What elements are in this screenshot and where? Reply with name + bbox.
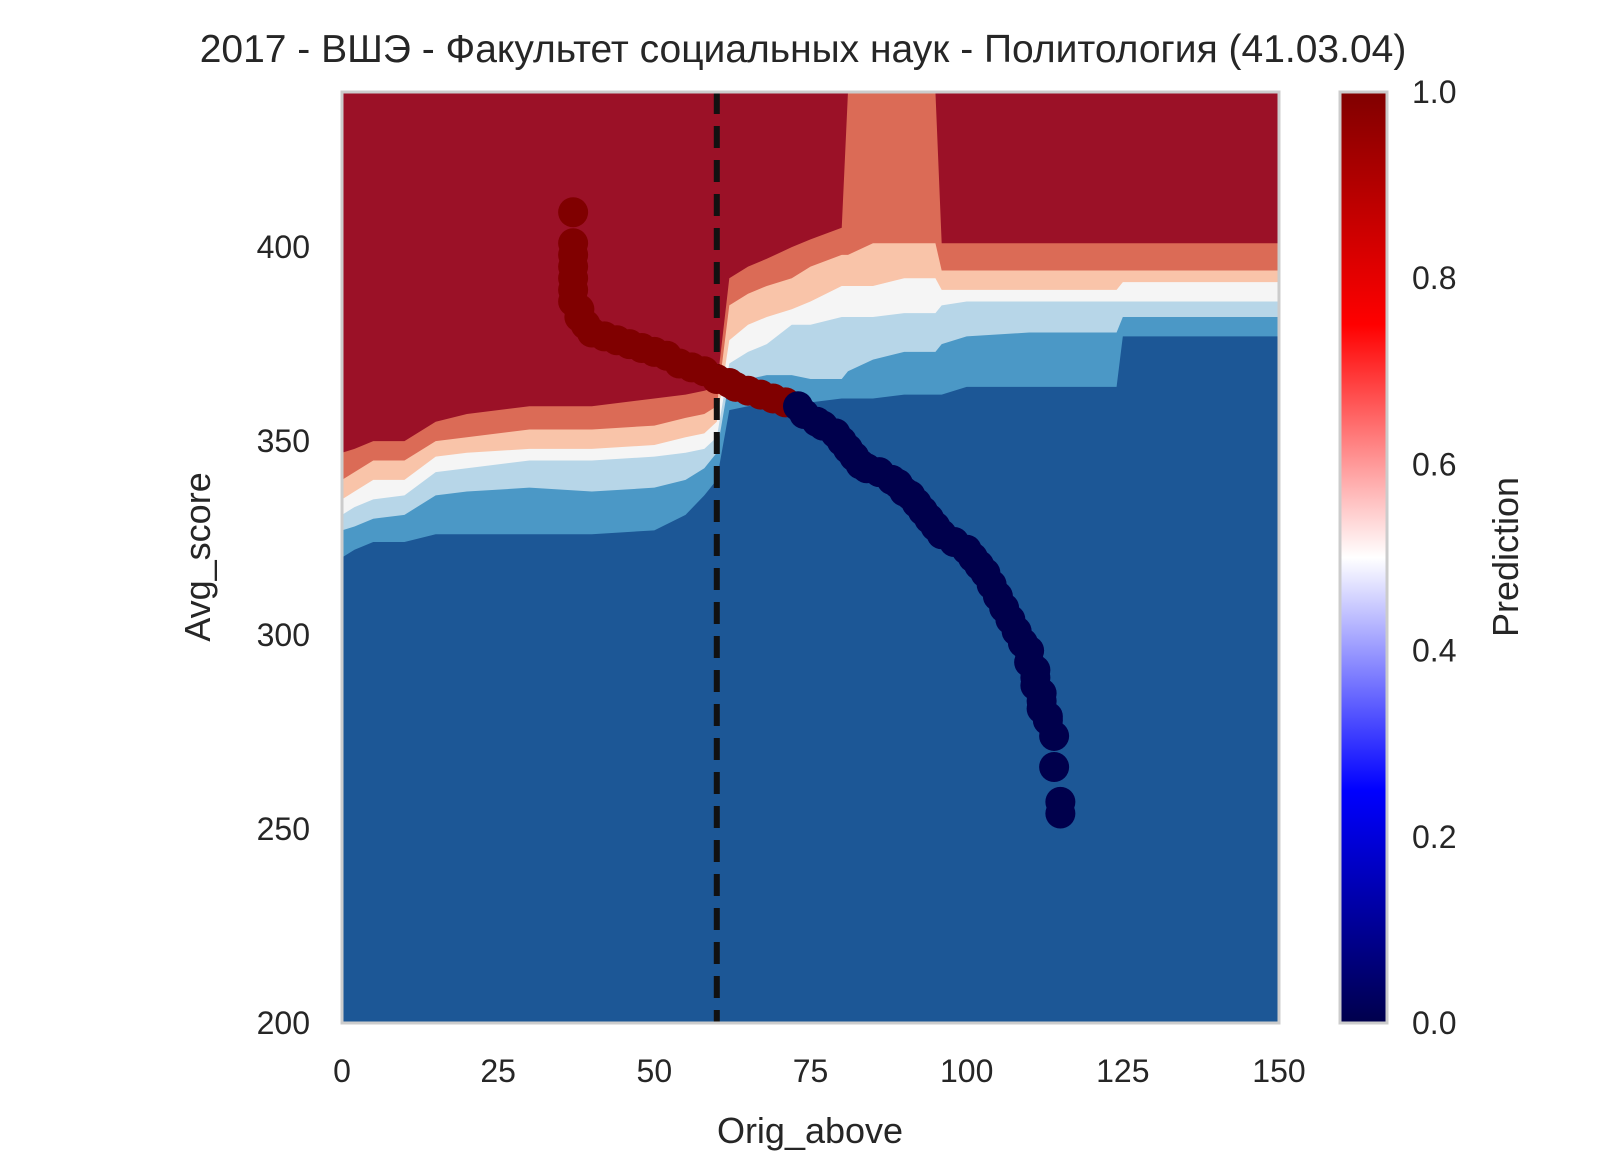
y-tick-label: 300 [257,617,310,653]
scatter-point [1039,751,1070,782]
chart-title: 2017 - ВШЭ - Факультет социальных наук -… [200,28,1407,71]
x-tick-label: 25 [480,1053,516,1089]
y-tick-label: 400 [257,229,310,265]
colorbar-tick-label: 0.8 [1412,260,1456,296]
y-tick-label: 250 [257,811,310,847]
x-axis-label: Orig_above [717,1110,903,1151]
x-tick-label: 75 [793,1053,829,1089]
colorbar-tick-label: 0.4 [1412,633,1456,669]
plot-frame [340,90,1281,1025]
plot-area [342,92,1279,1023]
x-tick-label: 50 [637,1053,673,1089]
scatter-point [558,197,589,228]
y-tick-label: 350 [257,423,310,459]
x-tick-label: 100 [940,1053,993,1089]
band-darkblue [342,336,1279,1023]
colorbar-tick-label: 0.0 [1412,1005,1456,1041]
scatter-point [1045,798,1076,829]
colorbar [1338,90,1389,1025]
colorbar-tick-label: 0.6 [1412,446,1456,482]
colorbar-tick-label: 1.0 [1412,74,1456,110]
y-axis-label: Avg_score [177,472,218,641]
scatter-point [1039,720,1070,751]
x-tick-label: 125 [1096,1053,1149,1089]
colorbar-tick-label: 0.2 [1412,819,1456,855]
x-tick-label: 0 [333,1053,351,1089]
colorbar-label: Prediction [1485,477,1526,637]
x-tick-label: 150 [1252,1053,1305,1089]
y-tick-label: 200 [257,1005,310,1041]
